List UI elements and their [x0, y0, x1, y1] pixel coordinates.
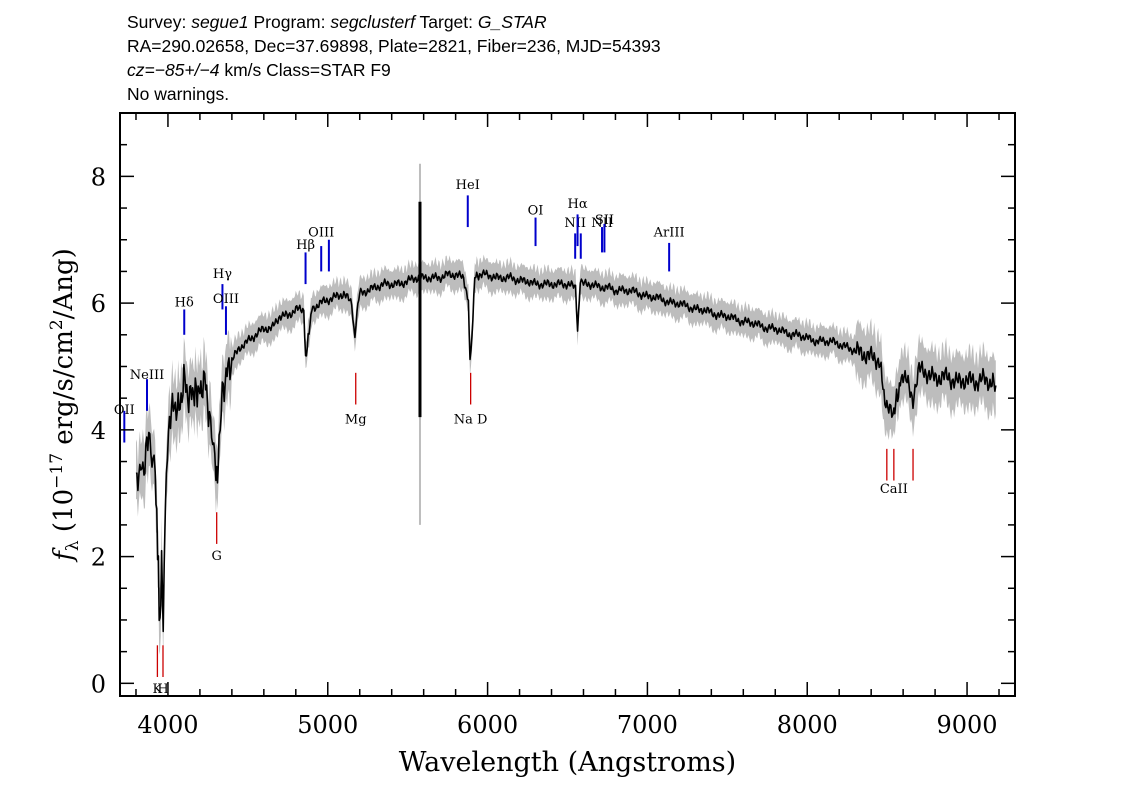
x-tick-label: 5000 — [297, 711, 358, 739]
spectral-line-label-g: G — [211, 549, 221, 564]
y-label-lambda: λ — [63, 540, 83, 551]
spectral-line-label-h-: Hα — [568, 197, 588, 212]
survey-value: segue1 — [191, 12, 249, 32]
y-tick-label: 4 — [91, 417, 106, 445]
spectral-line-label-sii: SII — [595, 213, 614, 228]
spectral-line-label-oiii: OIII — [308, 226, 334, 241]
error-band-layer — [136, 163, 996, 663]
x-tick-label: 4000 — [137, 711, 198, 739]
spectral-line-label-oii: OII — [114, 403, 135, 418]
cz-class: km/s Class=STAR F9 — [224, 60, 391, 80]
target-value: G_STAR — [477, 12, 547, 32]
x-axis-label: Wavelength (Angstroms) — [399, 747, 736, 778]
header-line-redshift: cz=−85+/−4 km/s Class=STAR F9 — [127, 58, 661, 82]
spectral-line-label-neiii: NeIII — [130, 368, 164, 383]
spectral-line-label-caii: CaII — [880, 482, 908, 497]
spectrum-header: Survey: segue1 Program: segclusterf Targ… — [127, 10, 661, 106]
spectral-line-label-h-: Hγ — [213, 267, 232, 282]
spectral-line-label-nii: NII — [564, 216, 586, 231]
spectral-line-label-h-: Hβ — [296, 238, 315, 253]
spectral-line-label-nii: NII — [591, 216, 613, 231]
y-label-cm-exponent: 2 — [47, 319, 67, 330]
program-label: Program: — [253, 12, 326, 32]
x-tick-label: 7000 — [617, 711, 678, 739]
spectral-line-label-hei: HeI — [456, 178, 480, 193]
spectral-line-label-h: H — [157, 682, 168, 697]
spectral-line-label-oi: OI — [528, 203, 544, 218]
header-line-warnings: No warnings. — [127, 84, 230, 104]
spectral-line-label-h-: Hδ — [175, 295, 194, 310]
spectral-line-label-na-d: Na D — [454, 413, 488, 428]
y-tick-label: 8 — [91, 163, 106, 191]
header-line-coordinates: RA=290.02658, Dec=37.69898, Plate=2821, … — [127, 36, 661, 56]
header-line-survey: Survey: segue1 Program: segclusterf Targ… — [127, 10, 661, 34]
line-marker-layer: OIINeIIIHδHγOIIIHβOIIIHeIOINIIHαNIISIIAr… — [114, 178, 914, 697]
spectral-line-label-ariii: ArIII — [653, 226, 685, 241]
spectral-line-label-oiii: OIII — [213, 292, 239, 307]
x-tick-label: 6000 — [457, 711, 518, 739]
y-label-unit-mid: erg/s/cm — [49, 330, 79, 453]
y-label-exponent: −17 — [47, 453, 67, 489]
x-tick-label: 9000 — [937, 711, 998, 739]
cz-label: cz= — [127, 60, 155, 80]
spectral-line-label-mg: Mg — [345, 413, 367, 428]
y-tick-label: 2 — [91, 544, 106, 572]
y-tick-label: 0 — [91, 670, 106, 698]
plot-frame — [119, 112, 1016, 697]
program-value: segclusterf — [330, 12, 415, 32]
x-tick-label: 8000 — [777, 711, 838, 739]
y-label-unit-start: (10 — [49, 489, 79, 541]
y-tick-label: 6 — [91, 290, 106, 318]
cz-value: −85+/−4 — [154, 60, 220, 80]
flux-layer — [135, 201, 997, 633]
target-label: Target: — [419, 12, 474, 32]
y-label-unit-end: /Ang) — [49, 248, 79, 319]
flux-line — [135, 269, 997, 633]
axis-ticks: 4000 5000 6000 7000 8000 9000 0 2 4 6 8 — [91, 112, 1015, 739]
spectral-line-label-k: K — [153, 682, 163, 697]
y-axis-label: fλ (10−17 erg/s/cm2/Ang) — [47, 248, 83, 563]
error-band — [136, 254, 996, 663]
survey-label: Survey: — [127, 12, 187, 32]
